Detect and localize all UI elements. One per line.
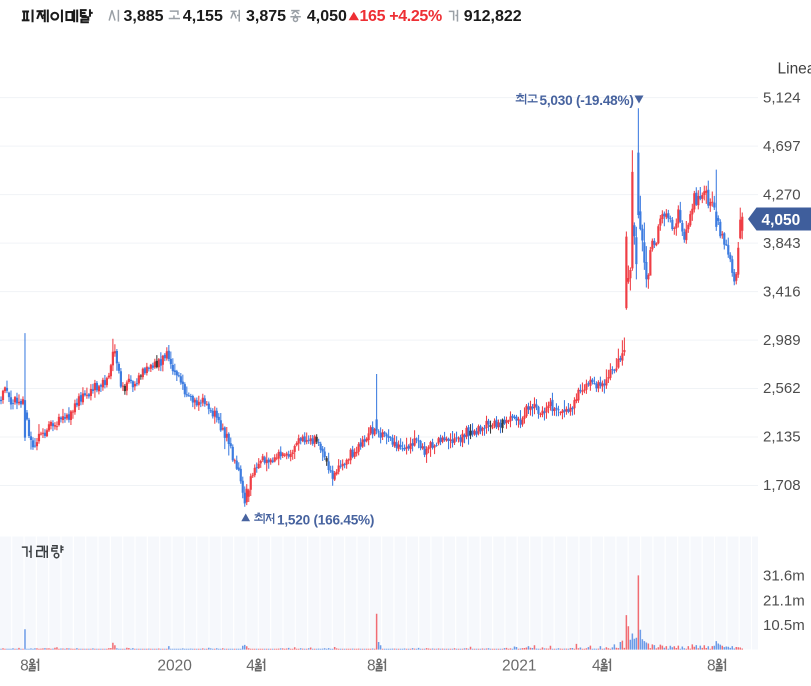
svg-text:21.1m: 21.1m — [763, 592, 805, 609]
svg-text:2,989: 2,989 — [763, 332, 801, 349]
svg-text:3,875: 3,875 — [246, 8, 286, 25]
svg-text:2021: 2021 — [502, 658, 536, 675]
svg-text:5,030 (-19.48%): 5,030 (-19.48%) — [540, 93, 634, 108]
svg-text:2020: 2020 — [157, 658, 192, 675]
svg-text:4: 4 — [592, 658, 601, 675]
svg-text:3,885: 3,885 — [124, 8, 164, 25]
svg-text:165 +4.25%: 165 +4.25% — [360, 8, 442, 25]
svg-text:1,708: 1,708 — [763, 477, 801, 494]
svg-text:912,822: 912,822 — [464, 8, 522, 25]
svg-text:4,270: 4,270 — [763, 186, 801, 203]
svg-text:3,843: 3,843 — [763, 235, 801, 252]
svg-text:2,135: 2,135 — [763, 429, 801, 446]
svg-text:Linear: Linear — [778, 61, 811, 78]
svg-text:2,562: 2,562 — [763, 380, 801, 397]
svg-text:8: 8 — [20, 658, 29, 675]
svg-text:4,050: 4,050 — [762, 212, 801, 229]
svg-text:4: 4 — [246, 658, 255, 675]
svg-text:5,124: 5,124 — [763, 89, 801, 106]
svg-text:1,520 (166.45%): 1,520 (166.45%) — [277, 512, 374, 527]
svg-text:4,155: 4,155 — [183, 8, 223, 25]
svg-text:10.5m: 10.5m — [763, 617, 805, 634]
svg-text:8: 8 — [367, 658, 376, 675]
svg-text:31.6m: 31.6m — [763, 568, 805, 585]
svg-text:4,050: 4,050 — [307, 8, 347, 25]
svg-text:4,697: 4,697 — [763, 138, 801, 155]
svg-text:3,416: 3,416 — [763, 283, 801, 300]
svg-text:8: 8 — [707, 658, 716, 675]
